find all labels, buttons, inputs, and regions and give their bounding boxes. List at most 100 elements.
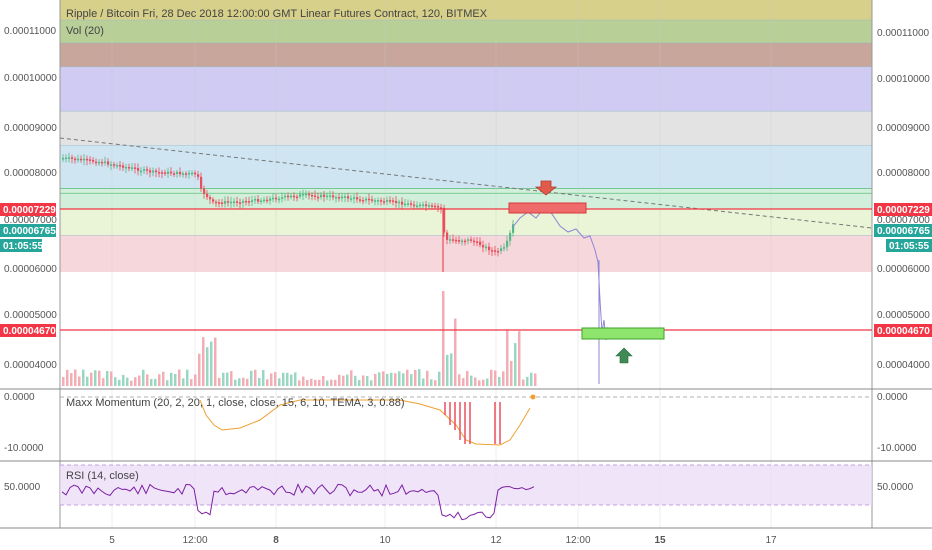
candle-body-109 [386,200,389,202]
right-badge-upper [874,203,932,216]
candle-body-106 [377,200,380,202]
candle-body-53 [218,202,221,204]
candle-body-114 [401,201,404,205]
candle-body-9 [86,158,89,161]
volume-bar-108 [490,369,493,386]
volume-bar-109 [494,370,497,386]
candle-body-81 [302,193,305,196]
volume-bar-30 [178,369,181,386]
candle-body-115 [404,203,407,206]
candle-body-140 [479,241,482,246]
chart-annotations[interactable] [60,180,872,364]
candle-body-141 [482,245,485,248]
volume-bar-27 [166,380,169,386]
candle-body-128 [443,207,446,233]
volume-bars [62,291,537,386]
right-momentum-tick-1: 0.0000 [877,392,908,403]
candle-body-137 [470,239,473,241]
grid-lines [0,0,932,529]
candle-body-10 [89,159,92,161]
buy-zone-box [581,327,665,340]
candle-body-75 [284,195,287,198]
volume-bar-17 [126,377,129,386]
candle-body-54 [221,202,224,204]
volume-bar-10 [98,370,101,386]
volume-bar-81 [382,371,385,386]
candle-body-86 [317,196,320,199]
candle-body-103 [368,198,371,201]
volume-label: Vol (20) [66,25,104,37]
time-tick-3: 8 [273,535,279,546]
volume-bar-60 [298,380,301,386]
fib-zone-4 [60,66,872,112]
candle-body-33 [158,172,161,174]
trend-line[interactable] [59,137,873,229]
candle-body-91 [332,195,335,198]
volume-bar-86 [402,373,405,386]
volume-bar-57 [286,372,289,386]
up-arrow-icon [615,347,633,364]
candle-body-15 [104,161,107,164]
candle-body-20 [119,165,122,167]
candle-body-82 [305,193,308,196]
volume-bar-29 [174,373,177,386]
volume-bar-101 [462,378,465,386]
volume-bar-94 [434,380,437,386]
volume-bar-36 [202,337,205,386]
volume-bar-34 [194,374,197,386]
candle-body-12 [95,161,98,164]
volume-bar-28 [170,372,173,386]
candle-body-66 [257,199,260,202]
volume-bar-67 [326,380,329,386]
candle-body-28 [143,169,146,171]
volume-bar-111 [502,371,505,386]
candle-body-43 [188,172,191,175]
volume-bar-51 [262,369,265,386]
candle-body-68 [263,199,266,202]
candle-body-105 [374,200,377,202]
candle-body-94 [341,196,344,199]
time-tick-4: 10 [379,535,391,546]
candle-body-83 [308,193,311,196]
candle-body-145 [494,250,497,252]
candle-body-64 [251,200,254,202]
candle-body-119 [416,205,419,208]
candle-body-97 [350,198,353,200]
volume-bar-43 [230,371,233,386]
candle-body-151 [512,224,515,233]
left-tick-5: 0.00006000 [4,264,57,275]
volume-bar-1 [62,377,65,386]
right-price-badges: 0.00007229 0.00007000 0.00006765 01:05:5… [874,203,932,337]
candle-body-67 [260,200,263,203]
candle-body-143 [488,246,491,251]
volume-bar-106 [482,379,485,386]
right-badge-lower-text: 0.00004670 [877,326,930,337]
candle-body-89 [326,195,329,198]
candle-body-144 [491,250,494,252]
volume-bar-21 [142,369,145,386]
volume-bar-78 [370,380,373,386]
candle-body-46 [197,174,200,177]
candle-body-60 [239,202,242,204]
candle-body-112 [395,200,398,204]
candle-body-127 [440,207,443,209]
candle-body-116 [407,203,410,205]
fib-zone-2 [60,20,872,43]
volume-bar-61 [302,376,305,386]
volume-bar-77 [366,376,369,386]
volume-bar-16 [122,374,125,386]
volume-bar-35 [198,353,201,386]
candle-body-63 [248,201,251,203]
volume-bar-104 [474,377,477,386]
candle-body-121 [422,204,425,206]
left-tick-2: 0.00010000 [4,73,57,84]
left-badge-last [0,224,56,237]
candle-body-134 [461,240,464,243]
volume-bar-98 [450,353,453,386]
candle-body-62 [245,200,248,203]
volume-bar-15 [118,379,121,386]
right-tick-7: 0.00004000 [877,360,930,371]
volume-bar-5 [78,376,81,386]
left-tick-1: 0.00011000 [4,26,57,37]
